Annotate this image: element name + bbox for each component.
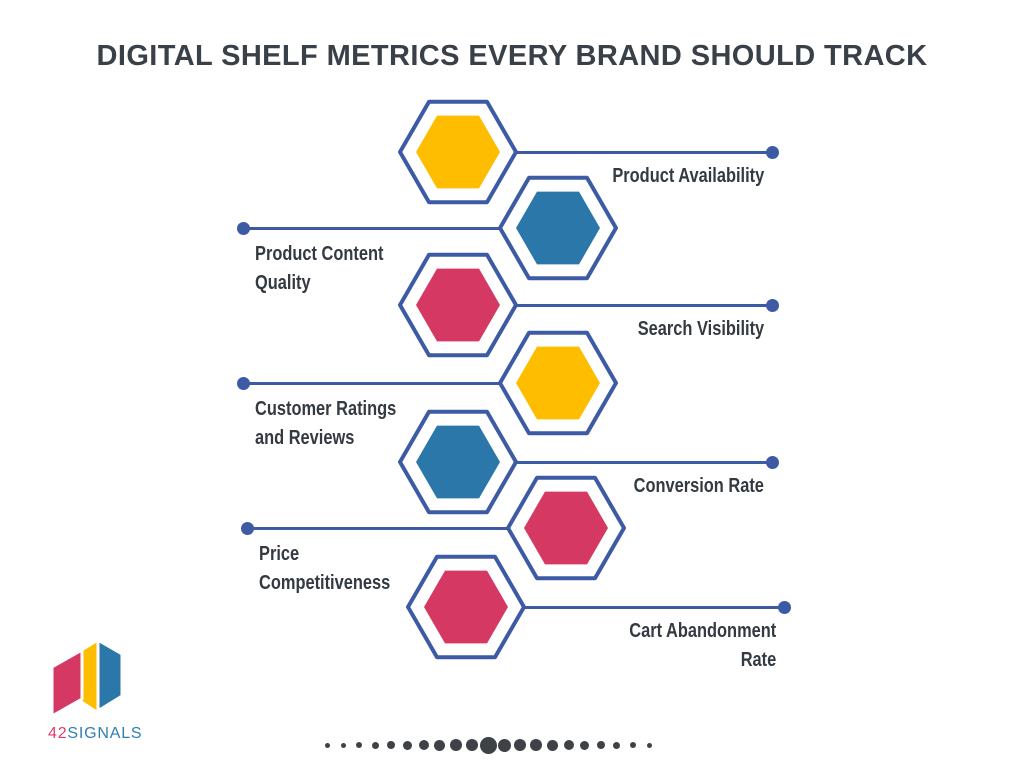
metric-connector-line: [243, 381, 558, 385]
metric-connector-dot: [765, 298, 779, 312]
logo-text-42: 42: [48, 725, 68, 742]
metric-connector-line: [458, 303, 772, 307]
metric-hexagon: [398, 409, 518, 515]
brand-logo: 42SIGNALS: [46, 636, 156, 743]
logo-wordmark: 42SIGNALS: [48, 725, 156, 743]
metric-label: Cart Abandonment Rate: [629, 620, 776, 671]
metric-connector-dot: [236, 376, 250, 390]
metric-label: Price Competitiveness: [259, 543, 391, 594]
pagination-dot: [340, 742, 346, 748]
metric-connector-dot: [236, 221, 250, 235]
pagination-dot: [497, 738, 511, 752]
pagination-dot: [580, 740, 590, 750]
metric-connector-line: [466, 605, 784, 609]
pagination-dot: [418, 740, 429, 750]
pagination-dot: [646, 742, 652, 748]
pagination-dot: [479, 736, 497, 754]
pagination-dot: [465, 739, 478, 751]
logo-cube-icon: [50, 637, 124, 718]
pagination-dot: [546, 739, 558, 751]
metric-hexagon: [506, 475, 626, 581]
metric-hexagon: [498, 175, 618, 281]
metric-connector-dot: [765, 145, 779, 159]
metric-connector-dot: [777, 600, 791, 614]
pagination-dot: [449, 739, 462, 751]
pagination-dot: [530, 739, 543, 751]
page-title: DIGITAL SHELF METRICS EVERY BRAND SHOULD…: [96, 40, 928, 72]
metric-label: Search Visibility: [637, 318, 764, 340]
metric-label: Product Content Quality: [255, 243, 384, 294]
pagination-dot: [613, 741, 621, 749]
pagination-dot: [387, 741, 396, 749]
logo-text-signals: SIGNALS: [67, 725, 143, 742]
metric-connector-dot: [765, 455, 779, 469]
pagination-dot: [596, 741, 605, 749]
pagination-dot: [629, 742, 636, 748]
metric-connector-line: [458, 150, 772, 154]
metric-hexagon: [406, 554, 526, 660]
pagination-dot: [563, 740, 574, 750]
pagination-dot: [403, 740, 412, 750]
pagination-dot: [356, 742, 363, 748]
metric-connector-dot: [240, 521, 254, 535]
pagination-dot: [324, 742, 330, 748]
metric-connector-line: [243, 226, 558, 230]
metric-connector-line: [247, 526, 566, 530]
metric-hexagon: [498, 330, 618, 436]
pagination-dot: [514, 739, 527, 751]
pagination-dot: [434, 739, 446, 751]
metric-label: Product Availability: [612, 165, 764, 187]
metric-hexagon: [398, 99, 518, 205]
metric-label: Customer Ratings and Reviews: [255, 398, 397, 449]
metric-connector-line: [458, 460, 772, 464]
pagination-dot: [371, 741, 379, 749]
metric-label: Conversion Rate: [633, 475, 764, 497]
metric-hexagon: [398, 252, 518, 358]
